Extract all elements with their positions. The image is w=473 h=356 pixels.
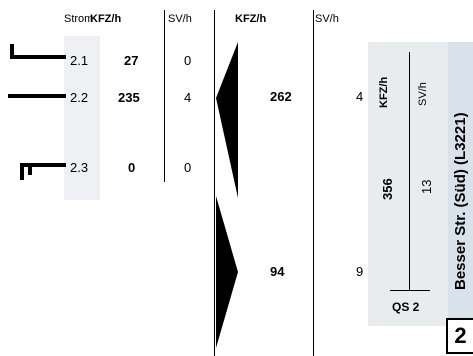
stream-2-3-id: 2.3 [70,160,89,175]
cs-sv-value: 13 [419,179,434,194]
divider-totals-left [214,10,215,356]
left-turn-arrow-icon [10,44,66,59]
stream-2-2-kfz: 235 [118,90,140,105]
outbound-kfz-total: 94 [270,264,285,279]
qs-number-box: 2 [446,318,473,354]
header-sv-h: SV/h [168,13,192,25]
stream-2-1-id: 2.1 [70,53,89,68]
inbound-kfz-total: 262 [270,89,292,104]
stream-2-1-kfz: 27 [124,53,139,68]
inbound-sv-total: 4 [356,89,364,104]
header-sv-h-total: SV/h [315,13,339,25]
straight-arrow-icon [8,94,66,98]
stream-2-3-sv: 0 [184,160,192,175]
street-name-band [448,42,473,326]
cs-kfz-label: KFZ/h [378,76,390,108]
cross-section-underline [390,290,430,291]
stream-2-2-id: 2.2 [70,90,89,105]
cs-kfz-value: 356 [380,178,395,200]
qs-number: 2 [454,323,467,348]
stream-2-1-sv: 0 [184,53,192,68]
divider-sv-column [164,10,165,182]
header-kfz-h-total: KFZ/h [235,13,267,25]
stream-2-3-kfz: 0 [128,160,136,175]
outbound-sv-total: 9 [356,264,364,279]
header-kfz-h: KFZ/h [90,13,122,25]
street-name: Besser Str. (Süd) (L3221) [452,112,469,290]
inbound-flow-wedge-icon [216,42,238,198]
u-turn-arrow-icon [20,163,66,180]
cs-sv-label: SV/h [417,82,429,106]
header-strom: Strom [64,13,94,25]
strom-column-band [64,36,100,200]
outbound-flow-wedge-icon [216,196,238,348]
cross-section-divider [409,52,410,290]
qs-label: QS 2 [392,300,420,314]
divider-totals-right [313,10,314,356]
stream-2-2-sv: 4 [184,90,192,105]
